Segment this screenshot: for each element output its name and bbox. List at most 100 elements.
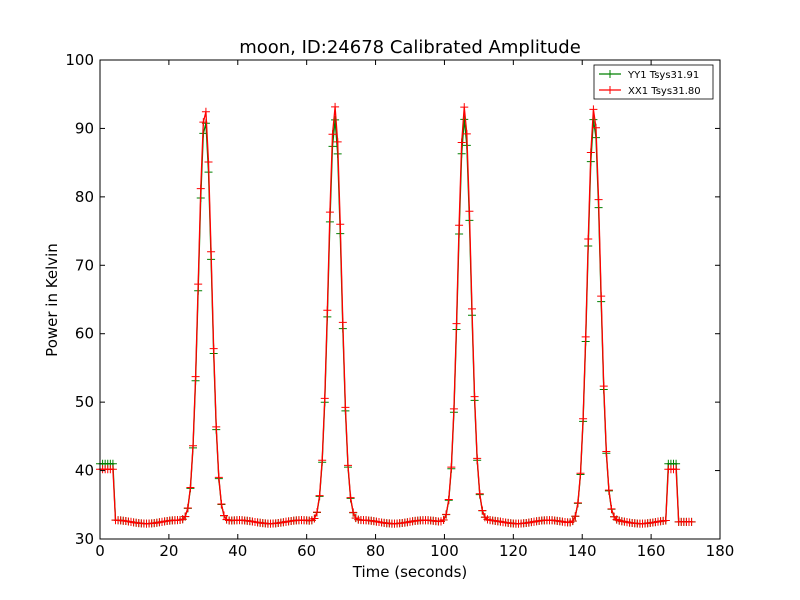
data-point xyxy=(581,332,590,341)
x-tick-label: 0 xyxy=(95,542,105,560)
y-tick-label: 70 xyxy=(75,256,94,274)
data-point xyxy=(442,510,451,519)
data-point xyxy=(444,495,453,504)
data-point xyxy=(318,456,327,465)
data-point xyxy=(201,107,210,116)
data-point xyxy=(331,115,340,124)
data-point xyxy=(108,465,117,474)
y-tick-label: 60 xyxy=(75,325,94,343)
legend-marker xyxy=(606,70,614,78)
data-point xyxy=(186,483,195,492)
data-point xyxy=(452,319,461,328)
data-point xyxy=(310,514,319,523)
data-point xyxy=(576,469,585,478)
data-point xyxy=(599,382,608,391)
data-point xyxy=(217,500,226,509)
data-point xyxy=(604,486,613,495)
x-axis-label: Time (seconds) xyxy=(352,563,468,581)
data-point xyxy=(672,465,681,474)
data-point xyxy=(462,129,471,138)
x-tick-label: 20 xyxy=(159,542,178,560)
legend-box xyxy=(593,64,714,100)
data-point xyxy=(336,220,345,229)
x-tick-label: 100 xyxy=(430,542,459,560)
data-point xyxy=(568,517,577,526)
data-point xyxy=(191,372,200,381)
data-point xyxy=(586,148,595,157)
data-point xyxy=(457,138,466,147)
data-point xyxy=(661,516,670,525)
data-point xyxy=(189,441,197,450)
data-point xyxy=(331,102,340,111)
data-point xyxy=(341,403,350,412)
data-point xyxy=(594,195,603,204)
data-point xyxy=(214,473,223,482)
data-point xyxy=(333,137,342,146)
data-point xyxy=(320,394,329,403)
legend-marker xyxy=(606,86,614,94)
data-point xyxy=(475,489,484,498)
y-tick-label: 100 xyxy=(65,51,94,69)
y-tick-label: 40 xyxy=(75,462,94,480)
data-point xyxy=(323,306,332,315)
data-point xyxy=(478,506,487,515)
data-point xyxy=(325,208,334,217)
data-point xyxy=(204,157,213,166)
plot-area xyxy=(96,59,721,540)
data-point xyxy=(602,447,611,456)
x-axis: 0 20 40 60 80 100 120 140 160 180 xyxy=(95,60,734,560)
y-axis-label: Power in Kelvin xyxy=(43,243,61,357)
data-point xyxy=(199,118,208,127)
data-point xyxy=(573,498,582,507)
data-point xyxy=(589,105,598,114)
data-point xyxy=(455,221,464,230)
data-point xyxy=(212,422,221,431)
data-point xyxy=(349,508,358,517)
legend-label: YY1 Tsys31.91 xyxy=(627,70,699,81)
data-point xyxy=(181,512,190,521)
data-point xyxy=(338,318,347,327)
legend: YY1 Tsys31.91 XX1 Tsys31.80 xyxy=(593,64,714,100)
data-point xyxy=(194,280,203,289)
data-point xyxy=(468,304,476,313)
plot-frame xyxy=(99,59,721,540)
data-point xyxy=(447,463,456,472)
data-point xyxy=(473,454,482,463)
data-point xyxy=(209,344,218,353)
data-point xyxy=(439,515,448,524)
data-point xyxy=(449,404,458,413)
y-tick-label: 90 xyxy=(75,119,94,137)
series-1 xyxy=(96,102,696,528)
data-point xyxy=(592,123,600,132)
chart-title: moon, ID:24678 Calibrated Amplitude xyxy=(239,37,581,58)
data-point xyxy=(328,130,337,139)
data-point xyxy=(687,517,696,526)
y-axis: 30 40 50 60 70 80 90 100 xyxy=(65,51,720,548)
data-point xyxy=(571,512,580,521)
data-point xyxy=(460,115,469,124)
x-tick-label: 140 xyxy=(568,542,597,560)
data-point xyxy=(465,207,474,216)
x-tick-label: 40 xyxy=(228,542,247,560)
data-point xyxy=(460,103,469,112)
data-point xyxy=(579,414,588,423)
x-tick-label: 180 xyxy=(706,542,735,560)
y-tick-label: 80 xyxy=(75,188,94,206)
data-point xyxy=(607,504,616,513)
data-point xyxy=(313,508,321,517)
data-point xyxy=(344,461,352,470)
data-point xyxy=(584,234,593,243)
data-point xyxy=(470,392,479,401)
x-tick-label: 60 xyxy=(297,542,316,560)
legend-label: XX1 Tsys31.80 xyxy=(628,86,701,97)
data-point xyxy=(207,247,216,256)
data-point xyxy=(597,292,606,301)
data-point xyxy=(315,491,324,500)
y-tick-label: 50 xyxy=(75,393,94,411)
data-point xyxy=(196,184,205,193)
y-tick-label: 30 xyxy=(75,530,94,548)
x-tick-label: 80 xyxy=(366,542,385,560)
data-point xyxy=(346,493,355,502)
data-point xyxy=(183,504,192,513)
